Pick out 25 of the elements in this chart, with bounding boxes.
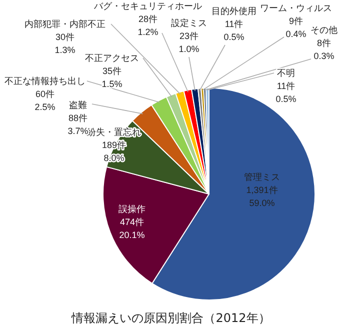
data-label: 28件 1.2%	[138, 14, 158, 37]
data-label: 88件 3.7%	[68, 113, 88, 136]
slice-label: その他	[310, 25, 338, 35]
slice-label: 不明	[277, 68, 295, 78]
data-label: 60件 2.5%	[34, 89, 56, 112]
data-label: 11件 0.5%	[276, 81, 296, 104]
slice-label: 設定ミス	[171, 18, 207, 28]
slice-label: ワーム・ウィルス	[260, 3, 332, 13]
data-label: 1,391件 59.0%	[246, 185, 278, 208]
data-label: 35件 1.5%	[102, 66, 122, 89]
data-label: 23件 1.0%	[178, 31, 200, 54]
slice-label: 誤操作	[118, 204, 146, 214]
data-label: 11件 0.5%	[224, 19, 244, 42]
data-label: 474件 20.1%	[119, 217, 145, 240]
slice-label: バグ・セキュリティホール	[93, 1, 202, 11]
slice-label: 内部犯罪・内部不正	[24, 19, 106, 29]
slice-label: 不正アクセス	[85, 53, 139, 63]
data-label: 9件 0.4%	[286, 16, 306, 39]
slice-label: 不正な情報持ち出し	[4, 76, 86, 86]
text: 情報漏えいの原因別割合（2012年）	[70, 311, 270, 325]
slice-label: 盗難	[69, 100, 87, 110]
slice-label: 管理ミス	[244, 172, 280, 182]
data-label: 8件 0.3%	[314, 38, 334, 61]
slice-label: 目的外使用	[212, 6, 256, 16]
data-label: 30件 1.3%	[54, 32, 76, 55]
